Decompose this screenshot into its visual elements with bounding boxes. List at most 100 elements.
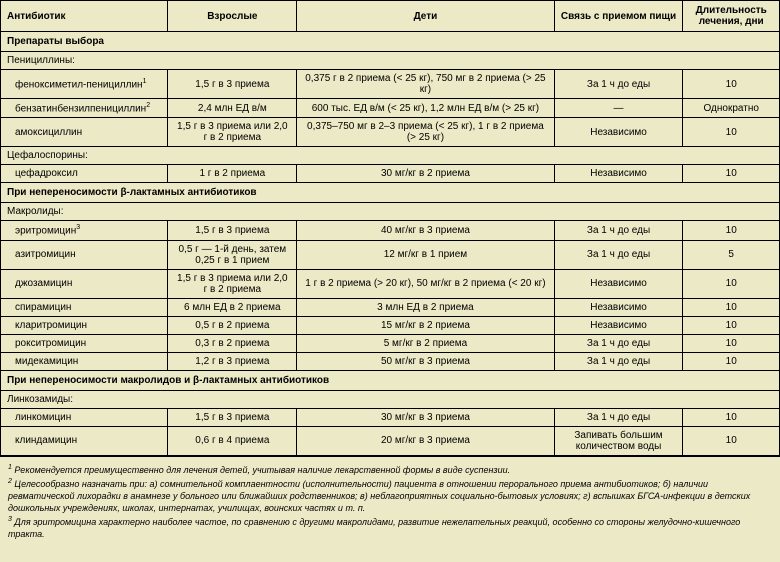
cell-duration: 10	[683, 298, 780, 316]
group-title-cell: Цефалоспорины:	[1, 147, 780, 165]
table-row: эритромицин31,5 г в 3 приема40 мг/кг в 3…	[1, 221, 780, 240]
header-children: Дети	[297, 1, 554, 32]
cell-children: 50 мг/кг в 3 приема	[297, 352, 554, 370]
group-title-cell: Пенициллины:	[1, 52, 780, 70]
cell-adults: 1,2 г в 3 приема	[168, 352, 297, 370]
cell-children: 5 мг/кг в 2 приема	[297, 334, 554, 352]
cell-children: 20 мг/кг в 3 приема	[297, 426, 554, 455]
group-title: Цефалоспорины:	[1, 147, 780, 165]
cell-duration: 10	[683, 118, 780, 147]
table-row: кларитромицин0,5 г в 2 приема15 мг/кг в …	[1, 316, 780, 334]
cell-antibiotic: эритромицин3	[1, 221, 168, 240]
header-duration: Длительность лечения, дни	[683, 1, 780, 32]
table-row: линкомицин1,5 г в 3 приема30 мг/кг в 3 п…	[1, 408, 780, 426]
cell-food: За 1 ч до еды	[554, 334, 683, 352]
footnote: 1 Рекомендуется преимущественно для лече…	[8, 463, 772, 477]
table-row: рокситромицин0,3 г в 2 приема5 мг/кг в 2…	[1, 334, 780, 352]
cell-food: За 1 ч до еды	[554, 240, 683, 269]
cell-antibiotic: линкомицин	[1, 408, 168, 426]
cell-antibiotic: амоксициллин	[1, 118, 168, 147]
table-row: бензатинбензилпенициллин22,4 млн ЕД в/м6…	[1, 99, 780, 118]
cell-food: За 1 ч до еды	[554, 70, 683, 99]
cell-adults: 1,5 г в 3 приема	[168, 221, 297, 240]
cell-adults: 1,5 г в 3 приема	[168, 70, 297, 99]
cell-food: За 1 ч до еды	[554, 408, 683, 426]
cell-adults: 0,5 г в 2 приема	[168, 316, 297, 334]
cell-children: 40 мг/кг в 3 приема	[297, 221, 554, 240]
cell-food: Независимо	[554, 298, 683, 316]
footnote: 3 Для эритромицина характерно наиболее ч…	[8, 515, 772, 540]
section-title-cell: При непереносимости β-лактамных антибиот…	[1, 183, 780, 203]
cell-antibiotic: рокситромицин	[1, 334, 168, 352]
section-title-cell: При непереносимости макролидов и β-лакта…	[1, 370, 780, 390]
group-title-cell: Макролиды:	[1, 203, 780, 221]
cell-adults: 1,5 г в 3 приема или 2,0 г в 2 приема	[168, 118, 297, 147]
cell-duration: 10	[683, 408, 780, 426]
cell-antibiotic: бензатинбензилпенициллин2	[1, 99, 168, 118]
section-title: При непереносимости β-лактамных антибиот…	[1, 183, 780, 203]
header-antibiotic: Антибиотик	[1, 1, 168, 32]
section-title: Препараты выбора	[1, 32, 780, 52]
cell-antibiotic: клиндамицин	[1, 426, 168, 455]
cell-duration: 10	[683, 70, 780, 99]
cell-food: За 1 ч до еды	[554, 221, 683, 240]
cell-children: 30 мг/кг в 3 приема	[297, 408, 554, 426]
table-row: цефадроксил1 г в 2 приема30 мг/кг в 2 пр…	[1, 165, 780, 183]
cell-children: 3 млн ЕД в 2 приема	[297, 298, 554, 316]
table-row: спирамицин6 млн ЕД в 2 приема3 млн ЕД в …	[1, 298, 780, 316]
cell-food: Независимо	[554, 165, 683, 183]
cell-children: 0,375–750 мг в 2–3 приема (< 25 кг), 1 г…	[297, 118, 554, 147]
cell-duration: Однократно	[683, 99, 780, 118]
cell-adults: 1,5 г в 3 приема	[168, 408, 297, 426]
cell-children: 600 тыс. ЕД в/м (< 25 кг), 1,2 млн ЕД в/…	[297, 99, 554, 118]
cell-antibiotic: феноксиметил-пенициллин1	[1, 70, 168, 99]
group-title: Пенициллины:	[1, 52, 780, 70]
cell-antibiotic: джозамицин	[1, 269, 168, 298]
table-row: мидекамицин1,2 г в 3 приема50 мг/кг в 3 …	[1, 352, 780, 370]
cell-antibiotic: азитромицин	[1, 240, 168, 269]
cell-adults: 1,5 г в 3 приема или 2,0 г в 2 приема	[168, 269, 297, 298]
cell-adults: 0,3 г в 2 приема	[168, 334, 297, 352]
group-title: Линкозамиды:	[1, 390, 780, 408]
cell-food: Запивать большим количеством воды	[554, 426, 683, 455]
cell-duration: 5	[683, 240, 780, 269]
table-row: амоксициллин1,5 г в 3 приема или 2,0 г в…	[1, 118, 780, 147]
cell-adults: 6 млн ЕД в 2 приема	[168, 298, 297, 316]
section-title-cell: Препараты выбора	[1, 32, 780, 52]
group-title: Макролиды:	[1, 203, 780, 221]
cell-duration: 10	[683, 352, 780, 370]
table-row: клиндамицин0,6 г в 4 приема20 мг/кг в 3 …	[1, 426, 780, 455]
cell-antibiotic: спирамицин	[1, 298, 168, 316]
cell-adults: 0,6 г в 4 приема	[168, 426, 297, 455]
cell-food: За 1 ч до еды	[554, 352, 683, 370]
cell-antibiotic: цефадроксил	[1, 165, 168, 183]
antibiotics-table: Антибиотик Взрослые Дети Связь с приемом…	[0, 0, 780, 456]
footnotes: 1 Рекомендуется преимущественно для лече…	[0, 456, 780, 548]
cell-food: —	[554, 99, 683, 118]
group-title-cell: Линкозамиды:	[1, 390, 780, 408]
table-row: азитромицин0,5 г — 1-й день, затем 0,25 …	[1, 240, 780, 269]
header-food: Связь с приемом пищи	[554, 1, 683, 32]
cell-food: Независимо	[554, 118, 683, 147]
header-adults: Взрослые	[168, 1, 297, 32]
cell-adults: 0,5 г — 1-й день, затем 0,25 г в 1 прием	[168, 240, 297, 269]
cell-food: Независимо	[554, 316, 683, 334]
cell-children: 1 г в 2 приема (> 20 кг), 50 мг/кг в 2 п…	[297, 269, 554, 298]
cell-children: 30 мг/кг в 2 приема	[297, 165, 554, 183]
cell-children: 12 мг/кг в 1 прием	[297, 240, 554, 269]
cell-duration: 10	[683, 221, 780, 240]
cell-adults: 2,4 млн ЕД в/м	[168, 99, 297, 118]
cell-duration: 10	[683, 165, 780, 183]
cell-adults: 1 г в 2 приема	[168, 165, 297, 183]
cell-duration: 10	[683, 269, 780, 298]
cell-children: 0,375 г в 2 приема (< 25 кг), 750 мг в 2…	[297, 70, 554, 99]
cell-antibiotic: кларитромицин	[1, 316, 168, 334]
table-row: феноксиметил-пенициллин11,5 г в 3 приема…	[1, 70, 780, 99]
cell-duration: 10	[683, 334, 780, 352]
header-row: Антибиотик Взрослые Дети Связь с приемом…	[1, 1, 780, 32]
table-row: джозамицин1,5 г в 3 приема или 2,0 г в 2…	[1, 269, 780, 298]
cell-duration: 10	[683, 426, 780, 455]
cell-food: Независимо	[554, 269, 683, 298]
section-title: При непереносимости макролидов и β-лакта…	[1, 370, 780, 390]
footnote: 2 Целесообразно назначать при: а) сомнит…	[8, 477, 772, 514]
